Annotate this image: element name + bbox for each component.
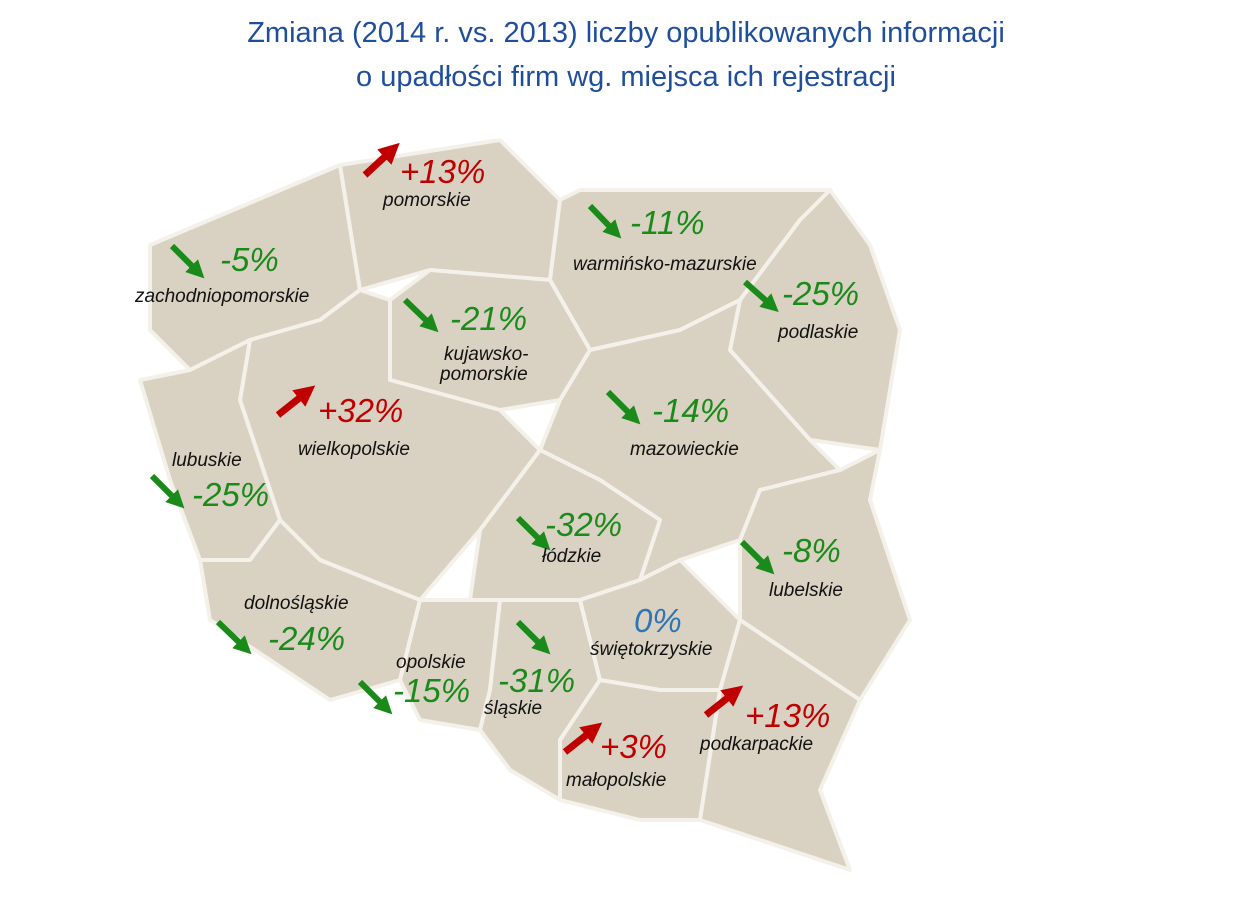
region-name: lubuskie — [172, 450, 242, 471]
arrow-down — [743, 279, 779, 312]
arrow-up — [562, 722, 603, 755]
arrow-up — [703, 685, 744, 718]
arrow-down — [515, 619, 551, 655]
change: -25% — [782, 275, 859, 312]
region-name: łódzkie — [542, 546, 601, 567]
region — [698, 618, 862, 872]
change: -32% — [545, 506, 622, 543]
region-name: wielkopolskie — [298, 439, 410, 460]
region-name: dolnośląskie — [244, 593, 349, 614]
change: 0% — [634, 602, 682, 639]
change: -8% — [782, 532, 841, 569]
arrow-down — [402, 297, 439, 333]
region-name: zachodniopomorskie — [134, 286, 309, 307]
arrow-down — [587, 203, 622, 239]
region — [558, 678, 722, 822]
title: o upadłości firm wg. miejsca ich rejestr… — [356, 61, 896, 93]
change: -14% — [652, 392, 729, 429]
change: -25% — [192, 476, 269, 513]
region-name: podkarpackie — [699, 734, 813, 755]
region-name: opolskie — [396, 652, 466, 673]
arrow-up — [362, 142, 400, 178]
region-name: pomorskie — [439, 364, 528, 385]
region-name: warmińsko-mazurskie — [573, 254, 757, 275]
labels: +13% pomorskie -11% warmińsko-mazurskie … — [134, 153, 859, 791]
arrow-down — [357, 679, 393, 715]
change: +32% — [318, 392, 403, 429]
arrow-down — [605, 389, 641, 425]
change: +3% — [600, 728, 667, 765]
region-name: małopolskie — [566, 770, 666, 791]
change: -5% — [220, 241, 279, 278]
region-name: lubelskie — [769, 580, 843, 601]
change: -21% — [450, 300, 527, 337]
arrow-down — [149, 473, 185, 509]
title: Zmiana (2014 r. vs. 2013) liczby opublik… — [247, 17, 1005, 49]
region-name: kujawsko- — [444, 344, 528, 365]
change: -15% — [393, 672, 470, 709]
change: -31% — [498, 662, 575, 699]
region-name: podlaskie — [777, 322, 858, 343]
change: +13% — [745, 697, 830, 734]
change: +13% — [400, 153, 485, 190]
region-name: śląskie — [484, 698, 542, 719]
map — [138, 138, 912, 872]
change: -11% — [630, 204, 705, 241]
arrow-down — [215, 619, 252, 655]
arrows — [149, 142, 779, 755]
arrow-up — [275, 385, 316, 418]
region-name: świętokrzyskie — [590, 639, 712, 660]
arrow-down — [169, 243, 205, 279]
region-name: mazowieckie — [630, 439, 739, 460]
arrow-down — [515, 515, 551, 551]
region-name: pomorskie — [382, 190, 471, 211]
arrow-down — [739, 539, 775, 575]
change: -24% — [268, 620, 345, 657]
